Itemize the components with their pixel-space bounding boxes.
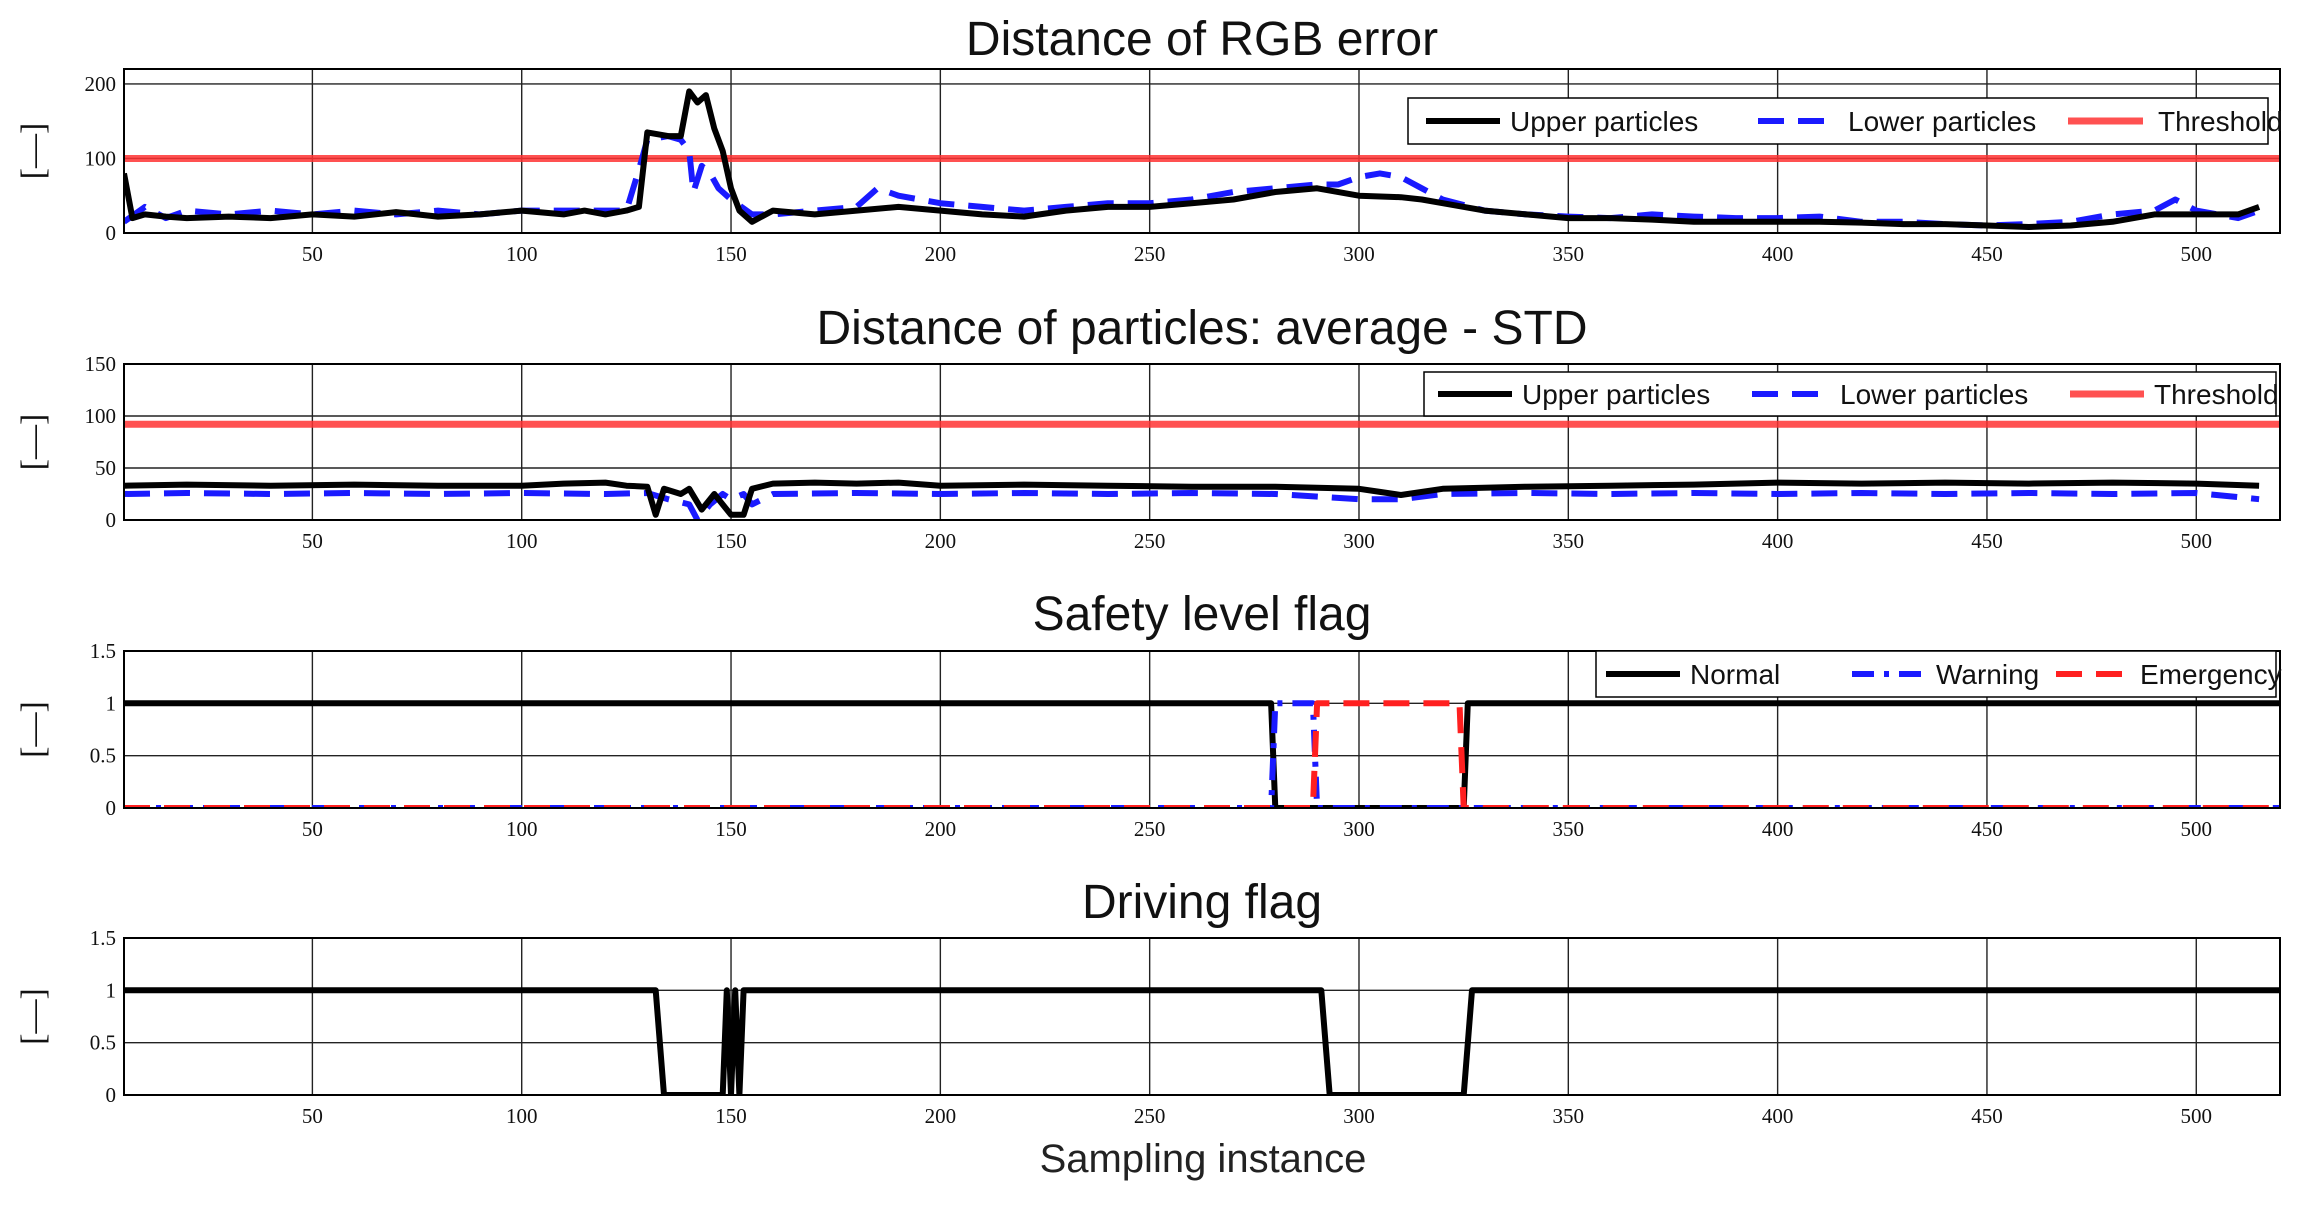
y-tick-label: 100 [85,404,117,428]
legend: Upper particles Lower particles Threshold [1407,97,2283,145]
x-tick-label: 250 [1134,1104,1166,1128]
panel-title: Driving flag [1082,876,1322,929]
x-tick-label: 300 [1343,817,1375,841]
x-tick-label: 100 [506,817,538,841]
legend-label: Lower particles [1848,106,2036,137]
y-tick-label: 1 [106,978,117,1002]
legend-label: Warning [1936,659,2039,690]
x-tick-label: 250 [1134,242,1166,266]
series-line [124,700,2280,808]
y-tick-label: 1 [106,691,117,715]
series-group [124,420,2280,520]
x-tick-label: 500 [2181,529,2213,553]
series-group [124,700,2280,808]
x-axis-label: Sampling instance [1040,1137,1367,1181]
x-tick-label: 50 [302,1104,323,1128]
y-tick-label: 0 [106,221,117,245]
legend-label: Threshold [2154,379,2279,410]
x-tick-label: 300 [1343,1104,1375,1128]
series-line [124,88,2261,230]
panel-1: Distance of RGB error 50 100 150 200 250 300 35… [15,13,2283,266]
x-tick-label: 50 [302,242,323,266]
panel-title: Safety level flag [1033,588,1372,641]
x-tick-label: 500 [2181,242,2213,266]
y-axis-label: [—] [15,701,52,758]
legend-label: Emergency [2140,659,2282,690]
y-tick-label: 0 [106,1083,117,1107]
legend-label: Lower particles [1840,379,2028,410]
x-tick-label: 150 [715,817,747,841]
y-tick-label: 1.5 [90,639,116,663]
panel-3: Safety level flag 50 100 150 200 250 300 350 400… [15,588,2282,841]
x-tick-label: 400 [1762,242,1794,266]
series-group [124,987,2280,1095]
legend-label: Threshold [2158,106,2283,137]
series-group [124,88,2280,230]
y-tick-label: 0.5 [90,744,116,768]
x-tick-label: 250 [1134,529,1166,553]
x-tick-label: 400 [1762,817,1794,841]
axes-box [123,68,2281,234]
legend: Normal Warning Emergency [1595,650,2282,698]
series-line [124,490,2260,520]
x-tick-label: 200 [925,1104,957,1128]
x-tick-label: 150 [715,529,747,553]
y-tick-label: 200 [85,72,117,96]
x-tick-label: 500 [2181,817,2213,841]
y-tick-label: 0 [106,796,117,820]
x-tick-label: 350 [1553,242,1585,266]
x-tick-label: 500 [2181,1104,2213,1128]
axes-box [123,363,2281,521]
legend-label: Normal [1690,659,1780,690]
legend-label: Upper particles [1510,106,1698,137]
y-tick-label: 0.5 [90,1031,116,1055]
x-tick-label: 100 [506,1104,538,1128]
x-tick-label: 300 [1343,242,1375,266]
panel-4: Driving flag 50 100 150 200 250 300 350 400 450 50… [15,876,2281,1128]
panel-title: Distance of particles: average - STD [817,302,1588,355]
series-line [124,987,2280,1095]
series-line [124,479,2260,518]
x-tick-label: 200 [925,529,957,553]
x-tick-label: 50 [302,529,323,553]
legend-label: Upper particles [1522,379,1710,410]
axes-box [123,937,2281,1096]
x-tick-label: 50 [302,817,323,841]
x-tick-label: 450 [1971,817,2003,841]
legend-box [1595,650,2277,698]
x-tick-label: 250 [1134,817,1166,841]
x-tick-label: 150 [715,242,747,266]
series-line [124,700,2280,808]
x-tick-label: 350 [1553,1104,1585,1128]
panel-2: Distance of particles: average - STD 50 10… [15,302,2281,553]
y-tick-label: 150 [85,352,117,376]
x-tick-label: 100 [506,242,538,266]
y-axis-label: [—] [15,123,52,180]
x-tick-label: 150 [715,1104,747,1128]
series-line [124,133,2261,229]
x-tick-label: 400 [1762,529,1794,553]
series-line [124,700,2280,808]
x-tick-label: 300 [1343,529,1375,553]
x-tick-label: 450 [1971,529,2003,553]
x-tick-label: 350 [1553,817,1585,841]
panel-title: Distance of RGB error [966,13,1438,66]
x-tick-label: 400 [1762,1104,1794,1128]
y-tick-label: 50 [95,456,116,480]
y-axis-label: [—] [15,988,52,1045]
axes-box [123,650,2281,809]
y-tick-label: 1.5 [90,926,116,950]
y-tick-label: 100 [85,146,117,170]
x-tick-label: 100 [506,529,538,553]
x-tick-label: 450 [1971,1104,2003,1128]
legend: Upper particles Lower particles Threshold [1423,371,2279,417]
x-tick-label: 200 [925,817,957,841]
x-tick-label: 200 [925,242,957,266]
x-tick-label: 350 [1553,529,1585,553]
x-tick-label: 450 [1971,242,2003,266]
y-axis-label: [—] [15,414,52,471]
y-tick-label: 0 [106,508,117,532]
